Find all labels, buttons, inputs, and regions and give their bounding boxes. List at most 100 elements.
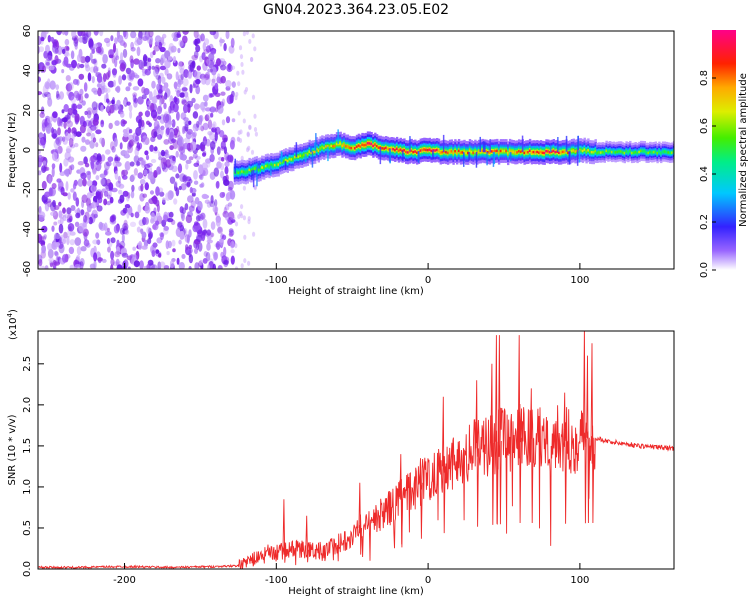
spectrogram-ridge-core <box>273 163 277 167</box>
spectrogram-noise-cell <box>47 248 54 259</box>
spectrogram-ridge-core <box>297 155 300 158</box>
snr-spike <box>305 515 309 563</box>
spectrogram-noise-cell <box>80 246 87 252</box>
spectrogram-ridge-core <box>660 151 663 155</box>
spectrogram-noise-cell <box>107 194 111 199</box>
spectrogram-noise-cell <box>209 58 215 66</box>
spectrogram-noise-cell <box>38 35 42 46</box>
spectrogram-noise-cell <box>50 211 57 216</box>
spectrogram-noise-cell <box>150 109 158 119</box>
spectrogram-noise-cell <box>144 163 151 169</box>
spectrogram-noise-cell <box>199 259 203 266</box>
spectrogram-ridge-core <box>609 149 612 153</box>
spectrogram-ridge-core <box>487 151 490 154</box>
spectrogram-noise-cell <box>67 127 72 134</box>
spectrogram-noise-cell <box>104 87 111 94</box>
spectrogram-noise-cell <box>159 162 165 169</box>
spectrogram-noise-cell <box>89 140 95 149</box>
spectrogram-noise-cell <box>172 56 177 64</box>
spectrogram-noise-cell <box>116 85 121 94</box>
spectrogram-noise-cell <box>247 216 251 222</box>
spectrogram-noise-cell <box>90 124 97 131</box>
spectrogram-ridge-core <box>461 151 464 154</box>
spectrogram-noise-cell <box>162 85 166 92</box>
spectrogram-noise-cell <box>155 220 160 226</box>
spectrogram-noise-cell <box>117 34 124 44</box>
spectrogram-noise-cell <box>230 249 235 254</box>
colorbar-tick-label: 0.0 <box>699 262 710 278</box>
spectrogram-noise-cell <box>59 122 65 128</box>
colorbar-label: Normalized spectral amplitude <box>738 73 749 227</box>
spectrogram-noise-cell <box>96 239 101 245</box>
spectrogram-noise-cell <box>73 90 80 99</box>
spectrogram-ridge-core <box>672 150 674 153</box>
spectrogram-ridge-core <box>456 151 459 154</box>
spectrogram-noise-cell <box>84 162 90 168</box>
snr-y-label: SNR (10 * v/v) <box>7 414 18 485</box>
spectrogram-ridge-core <box>647 151 650 155</box>
spectrogram-noise-cell <box>169 260 175 268</box>
spectrogram-noise-cell <box>40 136 47 146</box>
spectrogram-noise-cell <box>63 231 68 239</box>
spectrogram-y-tick-label: -40 <box>22 221 33 237</box>
spectrogram-noise-cell <box>113 43 116 53</box>
spectrogram-ridge-core <box>314 150 317 154</box>
spectrogram-noise-cell <box>70 50 75 60</box>
spectrogram-noise-cell <box>49 80 56 90</box>
spectrogram-noise-cell <box>122 190 129 197</box>
spectrogram-noise-cell <box>147 238 152 245</box>
snr-spike <box>441 396 446 534</box>
spectrogram-noise-cell <box>74 113 80 123</box>
spectrogram-noise-cell <box>223 260 229 265</box>
spectrogram-noise-cell <box>147 57 152 63</box>
spectrogram-spike <box>256 162 258 169</box>
spectrogram-noise-cell <box>61 254 68 263</box>
spectrogram-ridge-core <box>405 150 408 154</box>
spectrogram-noise-cell <box>191 54 198 61</box>
spectrogram-noise-cell <box>186 247 193 254</box>
spectrogram-noise-cell <box>91 180 98 187</box>
spectrogram-noise-cell <box>151 264 158 269</box>
spectrogram-spike <box>379 147 382 165</box>
spectrogram-noise-cell <box>49 262 53 268</box>
spectrogram-noise-cell <box>104 37 111 44</box>
spectrogram-noise-cell <box>215 241 221 250</box>
snr-spike <box>529 388 534 524</box>
spectrogram-spike <box>251 170 253 181</box>
colorbar-tick-label: 0.4 <box>699 166 710 182</box>
spectrogram-ridge-core <box>574 150 577 153</box>
spectrogram-noise-cell <box>45 44 50 54</box>
spectrogram-noise-cell <box>176 257 180 265</box>
spectrogram-noise-cell <box>42 31 49 35</box>
spectrogram-noise-cell <box>51 167 55 178</box>
spectrogram-noise-cell <box>67 192 71 200</box>
spectrogram-noise-cell <box>51 152 58 161</box>
spectrogram-noise-cell <box>91 201 97 209</box>
spectrogram-noise-cell <box>114 37 118 45</box>
spectrogram-noise-cell <box>239 129 243 135</box>
spectrogram-noise-cell <box>142 135 149 145</box>
spectrogram-spike <box>409 136 411 152</box>
spectrogram-ridge-core <box>494 149 497 153</box>
spectrogram-noise-cell <box>184 91 189 98</box>
spectrogram-noise-cell <box>133 155 140 163</box>
spectrogram-ridge-core <box>375 144 379 148</box>
spectrogram-ridge-core <box>589 150 592 154</box>
spectrogram-noise-cell <box>97 80 101 90</box>
spectrogram-ridge-core <box>284 158 288 162</box>
spectrogram-noise-cell <box>211 81 216 87</box>
spectrogram-noise-cell <box>188 156 194 161</box>
spectrogram-spike <box>256 169 258 187</box>
spectrogram-ridge-core <box>361 143 364 146</box>
spectrogram-noise-cell <box>75 131 82 138</box>
spectrogram-ridge-core <box>277 163 280 166</box>
spectrogram-noise-cell <box>157 115 162 120</box>
spectrogram-noise-cell <box>111 68 118 76</box>
spectrogram-noise-cell <box>210 195 214 204</box>
spectrogram-ridge-core <box>603 151 606 154</box>
spectrogram-noise-cell <box>220 64 227 71</box>
spectrogram-noise-cell <box>79 258 85 267</box>
spectrogram-noise-cell <box>62 192 68 197</box>
spectrogram-spike <box>315 133 317 151</box>
spectrogram-noise-cell <box>77 161 84 166</box>
